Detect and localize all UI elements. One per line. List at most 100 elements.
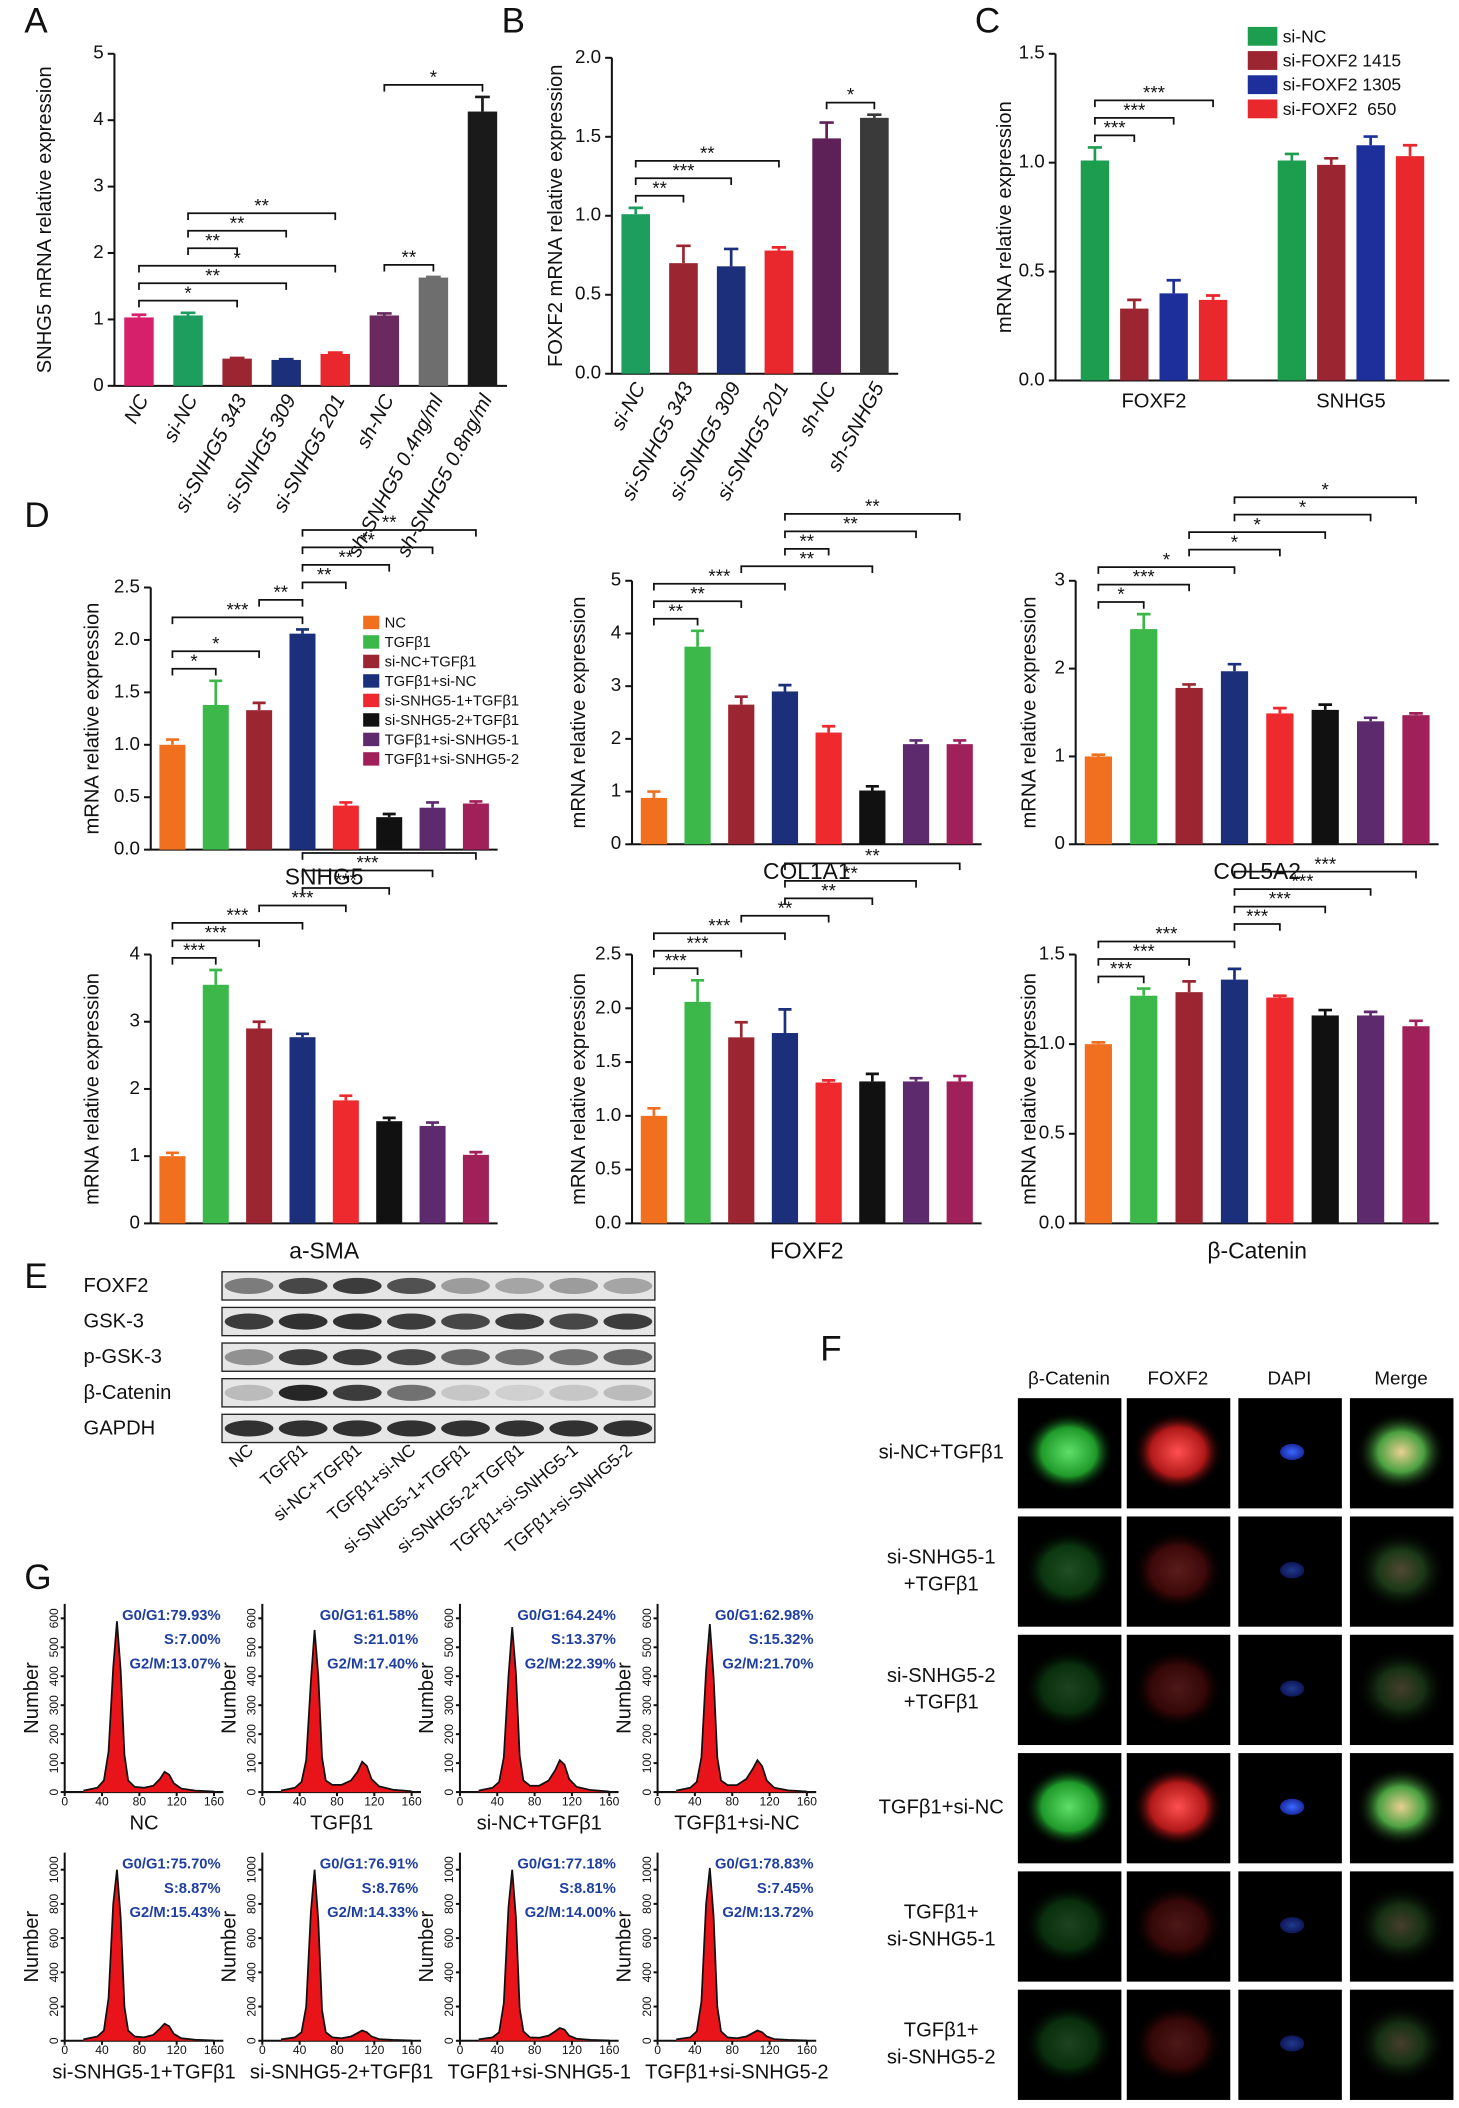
significance-label: *** [687,932,710,953]
phase-label: G0/G1:64.24% [517,1608,616,1624]
y-tick-label: 1.0 [595,1104,621,1125]
y-tick-label: 1000 [245,1856,259,1883]
error-bar [953,1074,967,1082]
panel-label: C [975,1,1000,40]
y-tick-label: 500 [442,1637,456,1657]
y-tick-label: 200 [47,1724,61,1744]
area-fill [280,1629,412,1793]
bar [1198,299,1228,381]
y-tick-label: 1.0 [1019,151,1045,172]
y-tick-label: 600 [640,1928,654,1948]
y-tick-label: 0.5 [1019,260,1045,281]
channel-label: Merge [1374,1368,1427,1389]
y-axis-label: Number [416,1911,438,1983]
phase-label: G0/G1:75.70% [122,1857,220,1873]
y-tick-label: 2.0 [595,996,621,1017]
bar [1266,997,1294,1224]
y-tick-label: 200 [47,1996,61,2016]
x-tick-label: 120 [167,2043,187,2057]
bar [771,691,799,845]
y-tick-label: 300 [47,1695,61,1715]
bar [859,790,886,845]
significance-bracket [171,939,261,948]
y-tick-label: 0.0 [575,362,601,383]
x-tick-label: SNHG5 [1316,390,1385,412]
x-tick-label: 160 [599,1795,619,1809]
bar [462,803,489,850]
phase-label: G0/G1:62.98% [715,1608,813,1624]
significance-label: ** [799,530,814,551]
area-fill [280,1869,412,2041]
error-bar [1363,1010,1378,1016]
bar [728,704,755,845]
phase-label: G0/G1:77.18% [517,1857,616,1873]
y-tick-label: 4 [611,621,621,642]
y-tick-label: 1 [611,780,621,801]
bar [1356,1015,1385,1224]
bar [159,744,186,850]
y-tick-label: 1 [130,1144,140,1165]
panel-label: F [820,1330,841,1369]
bar [815,1082,842,1224]
significance-label: ** [317,564,332,585]
y-tick-label: 0.0 [1039,1211,1065,1232]
significance-label: ** [778,897,793,918]
error-bar [1284,152,1299,161]
y-tick-label: 1.0 [575,204,601,225]
x-tick-label: 40 [293,1795,307,1809]
significance-bracket [1097,958,1190,966]
blot-band [603,1313,653,1330]
y-tick-label: 400 [47,1962,61,1982]
legend-swatch [363,674,380,688]
error-bar [1136,987,1151,996]
x-tick-label: 80 [528,2043,542,2057]
legend-swatch [1247,75,1278,95]
significance-label: ** [652,177,667,198]
blot-band [387,1384,436,1401]
cell-stain [1355,1529,1447,1611]
row-label: si-SNHG5-1 [887,1546,996,1568]
nucleus [1280,1798,1305,1815]
significance-bracket [301,852,477,860]
significance-bracket [1094,134,1136,143]
bar [332,1100,359,1224]
row-label: si-NC+TGFβ1 [879,1442,1004,1464]
significance-bracket [138,282,288,290]
significance-bracket [258,904,347,913]
error-bar [339,1094,353,1101]
blot-band [603,1277,653,1294]
significance-bracket [653,582,786,591]
y-tick-label: 400 [47,1666,61,1686]
y-tick-label: 400 [442,1666,456,1686]
bar [1175,687,1203,845]
legend-swatch [363,693,380,708]
y-tick-label: 1 [1054,744,1064,765]
histogram-line [280,1629,412,1793]
bar [716,266,746,374]
cell-stain [1132,1648,1224,1729]
y-tick-label: 0 [47,1788,61,1795]
blot-band [495,1349,544,1366]
y-tick-label: 200 [442,1724,456,1744]
y-axis-label: Number [21,1662,43,1734]
error-bar [822,1079,836,1083]
panel-label: G [24,1558,51,1597]
significance-bracket [784,513,961,521]
blot-band [278,1349,328,1366]
bar [159,1156,186,1224]
cell-stain [1132,1529,1224,1611]
phase-label: G2/M:15.43% [130,1905,221,1921]
significance-bracket [784,547,830,556]
cell-stain [1355,1411,1447,1493]
error-bar [209,679,223,705]
error-bar [1409,712,1423,716]
significance-label: * [1322,479,1330,500]
error-bar [1087,146,1102,161]
y-axis-label: mRNA relative expression [1018,973,1040,1205]
legend-label: TGFβ1+si-NC [385,674,477,690]
blot-band [387,1349,436,1366]
error-bar [229,356,245,360]
error-bar [469,1150,483,1155]
bar [1277,160,1307,381]
significance-bracket [187,212,337,221]
